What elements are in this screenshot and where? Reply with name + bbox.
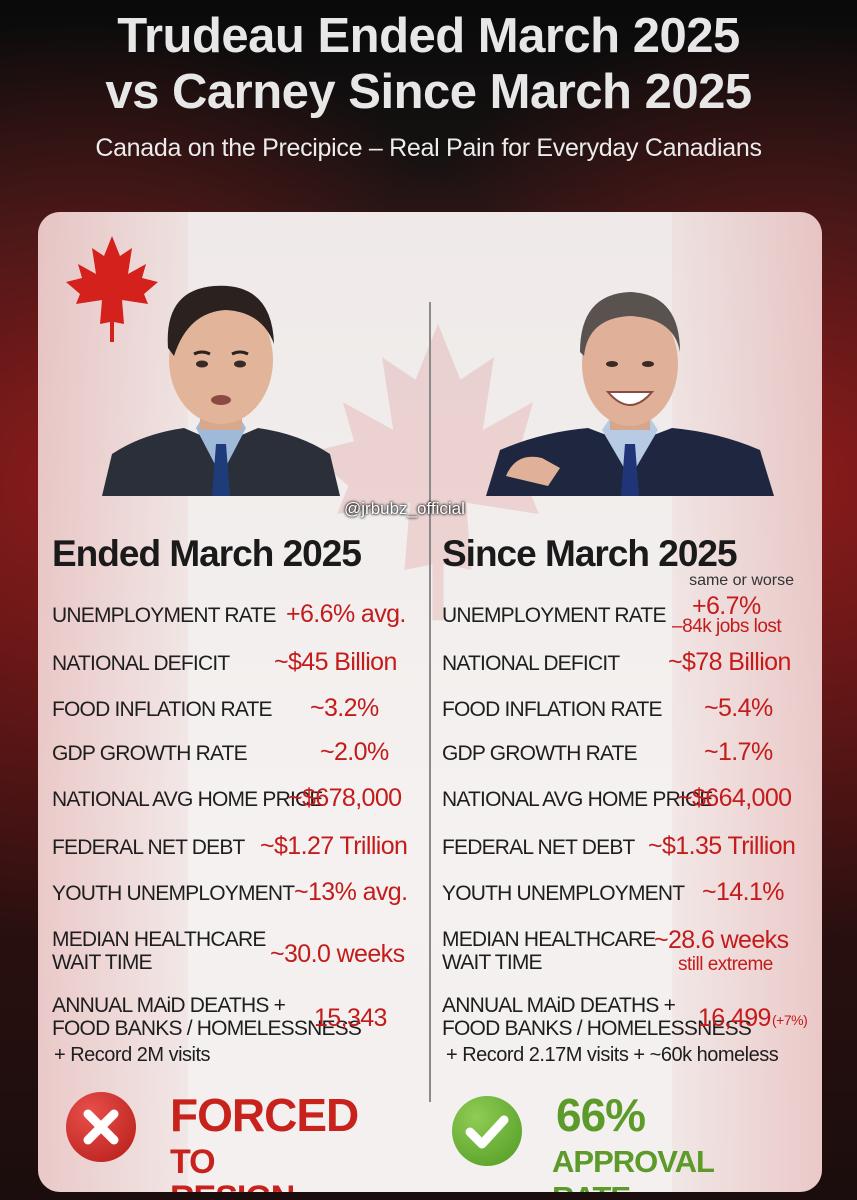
- row-label: NATIONAL DEFICIT: [52, 652, 229, 675]
- row-value: ~$1.27 Trillion: [260, 832, 407, 861]
- page-title: Trudeau Ended March 2025 vs Carney Since…: [0, 8, 857, 120]
- row-sub: still extreme: [678, 954, 773, 976]
- trudeau-portrait: [102, 268, 340, 496]
- row-value: ~$664,000: [678, 784, 791, 813]
- right-heading: Since March 2025: [442, 534, 812, 574]
- row-label: YOUTH UNEMPLOYMENT: [442, 882, 684, 905]
- x-circle-icon: [66, 1092, 136, 1162]
- row-label-line1: ANNUAL MAiD DEATHS +: [442, 994, 675, 1017]
- row-label: GDP GROWTH RATE: [52, 742, 247, 765]
- watermark: @jrbubz_official: [344, 499, 465, 519]
- row-value: ~$78 Billion: [668, 648, 791, 677]
- row-value: 15,343: [314, 1004, 387, 1033]
- row-label-line1: ANNUAL MAiD DEATHS +: [52, 994, 285, 1017]
- row-label: YOUTH UNEMPLOYMENT: [52, 882, 294, 905]
- comparison-card: @jrbubz_official Ended March 2025 UNEMPL…: [38, 212, 822, 1192]
- row-sub: (+7%): [772, 1012, 807, 1028]
- row-label-line2: WAIT TIME: [52, 951, 152, 974]
- row-value: ~$45 Billion: [274, 648, 397, 677]
- badge-line2: TO RESIGN: [170, 1144, 294, 1192]
- row-value: ~1.7%: [704, 738, 773, 767]
- carney-portrait: [486, 272, 774, 496]
- left-column: Ended March 2025 UNEMPLOYMENT RATE +6.6%…: [52, 534, 422, 574]
- row-label: NATIONAL AVG HOME PRICE: [442, 788, 713, 811]
- row-value: ~14.1%: [702, 878, 784, 907]
- column-divider: [429, 302, 431, 1102]
- row-label: FEDERAL NET DEBT: [52, 836, 245, 859]
- row-value: ~30.0 weeks: [270, 940, 404, 969]
- row-value: ~13% avg.: [294, 878, 407, 907]
- row-value: ~2.0%: [320, 738, 389, 767]
- row-value: ~3.2%: [310, 694, 379, 723]
- heading-note: same or worse: [689, 572, 794, 590]
- left-heading: Ended March 2025: [52, 534, 422, 574]
- badge-line1: FORCED: [170, 1092, 358, 1138]
- check-circle-icon: [452, 1096, 522, 1166]
- row-sub: –84k jobs lost: [672, 616, 781, 638]
- badge-line1: 66%: [556, 1092, 645, 1138]
- row-label: FOOD INFLATION RATE: [442, 698, 662, 721]
- row-label-line1: MEDIAN HEALTHCARE: [52, 928, 266, 951]
- row-value: ~5.4%: [704, 694, 773, 723]
- row-value: ~$1.35 Trillion: [648, 832, 795, 861]
- row-label-line2: WAIT TIME: [442, 951, 542, 974]
- row-value: ~$678,000: [288, 784, 401, 813]
- right-column: Since March 2025 same or worse UNEMPLOYM…: [442, 534, 812, 574]
- title-line-2: vs Carney Since March 2025: [0, 64, 857, 120]
- row-label: FEDERAL NET DEBT: [442, 836, 635, 859]
- row-value: ~28.6 weeks: [654, 926, 788, 955]
- title-line-1: Trudeau Ended March 2025: [0, 8, 857, 64]
- badge-line2: APPROVAL RATE: [552, 1144, 713, 1192]
- row-value: +6.6% avg.: [286, 600, 406, 629]
- row-label: NATIONAL DEFICIT: [442, 652, 619, 675]
- row-label: GDP GROWTH RATE: [442, 742, 637, 765]
- row-value: 16,499: [698, 1004, 771, 1033]
- row-label: UNEMPLOYMENT RATE: [52, 604, 276, 627]
- row-label-line1: MEDIAN HEALTHCARE: [442, 928, 656, 951]
- row-label: NATIONAL AVG HOME PRICE: [52, 788, 323, 811]
- row-note: + Record 2M visits: [54, 1044, 210, 1067]
- row-label: UNEMPLOYMENT RATE: [442, 604, 666, 627]
- header: Trudeau Ended March 2025 vs Carney Since…: [0, 0, 857, 163]
- row-note: + Record 2.17M visits + ~60k homeless: [446, 1044, 778, 1067]
- row-label: FOOD INFLATION RATE: [52, 698, 272, 721]
- page-subtitle: Canada on the Precipice – Real Pain for …: [0, 134, 857, 163]
